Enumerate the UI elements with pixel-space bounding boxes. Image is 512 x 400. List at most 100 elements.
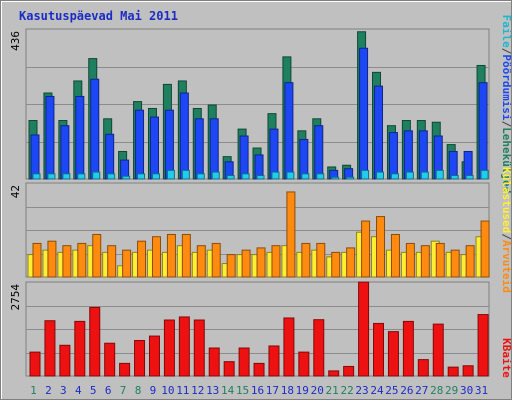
bar-Külastused-30 bbox=[465, 245, 475, 278]
bar-Leheküljed-31 bbox=[480, 169, 489, 180]
bar-Faile-15 bbox=[239, 135, 249, 180]
bar-Faile-6 bbox=[105, 133, 115, 180]
bar-Leheküljed-19 bbox=[301, 173, 310, 180]
bar-Faile-3 bbox=[60, 125, 70, 180]
bar-Faile-12 bbox=[194, 118, 204, 180]
bar-Külastused-1 bbox=[32, 242, 42, 278]
bar-Leheküljed-18 bbox=[286, 171, 295, 180]
bar-KBaite-29 bbox=[447, 366, 459, 377]
x-tick-label-day-23: 23 bbox=[355, 384, 368, 397]
bar-Külastused-4 bbox=[77, 242, 87, 278]
bar-Leheküljed-8 bbox=[137, 173, 146, 180]
x-tick-label-day-31: 31 bbox=[475, 384, 488, 397]
x-tick-label-day-10: 10 bbox=[161, 384, 174, 397]
bar-KBaite-10 bbox=[163, 319, 175, 377]
bar-KBaite-13 bbox=[208, 347, 220, 377]
bar-Leheküljed-5 bbox=[92, 171, 101, 180]
bar-KBaite-17 bbox=[268, 345, 280, 377]
bar-Leheküljed-21 bbox=[331, 176, 340, 180]
bar-Faile-13 bbox=[209, 118, 219, 180]
bar-Faile-8 bbox=[135, 109, 145, 180]
x-tick-label-day-16: 16 bbox=[251, 384, 264, 397]
bar-Külastused-26 bbox=[405, 242, 415, 278]
bar-KBaite-6 bbox=[104, 342, 116, 377]
bar-Külastused-13 bbox=[211, 242, 221, 278]
bar-Külastused-25 bbox=[390, 233, 400, 278]
bar-Leheküljed-26 bbox=[405, 171, 414, 180]
bar-Külastused-22 bbox=[346, 247, 356, 278]
x-tick-label-day-5: 5 bbox=[90, 384, 97, 397]
x-tick-label-day-30: 30 bbox=[460, 384, 473, 397]
bar-Leheküljed-11 bbox=[181, 169, 190, 180]
bar-KBaite-12 bbox=[193, 319, 205, 377]
bar-KBaite-2 bbox=[44, 320, 56, 377]
x-tick-label-day-25: 25 bbox=[385, 384, 398, 397]
bar-KBaite-26 bbox=[402, 320, 414, 377]
x-tick-label-day-8: 8 bbox=[135, 384, 142, 397]
bar-Leheküljed-2 bbox=[47, 173, 56, 180]
x-tick-label-day-1: 1 bbox=[30, 384, 37, 397]
bar-KBaite-5 bbox=[89, 306, 101, 377]
x-tick-label-day-6: 6 bbox=[105, 384, 112, 397]
bar-KBaite-22 bbox=[343, 365, 355, 377]
bar-Külastused-21 bbox=[331, 251, 341, 278]
bar-Faile-5 bbox=[90, 78, 100, 180]
chart-title: Kasutuspäevad Mai 2011 bbox=[19, 9, 178, 23]
bar-Faile-23 bbox=[359, 47, 369, 180]
bar-Faile-9 bbox=[149, 116, 159, 180]
bar-Külastused-17 bbox=[271, 245, 281, 278]
bar-KBaite-31 bbox=[477, 314, 489, 377]
bar-Leheküljed-15 bbox=[241, 173, 250, 180]
x-tick-label-day-9: 9 bbox=[150, 384, 157, 397]
bar-KBaite-11 bbox=[178, 316, 190, 377]
top-series-legend: Faile/Pöördumisi/Leheküljed bbox=[500, 15, 511, 194]
bar-Leheküljed-29 bbox=[450, 175, 459, 180]
bar-KBaite-7 bbox=[119, 362, 131, 377]
bar-Leheküljed-3 bbox=[62, 173, 71, 180]
x-tick-label-day-20: 20 bbox=[311, 384, 324, 397]
bar-Leheküljed-1 bbox=[32, 173, 41, 180]
x-tick-label-day-11: 11 bbox=[176, 384, 189, 397]
bar-Leheküljed-27 bbox=[420, 171, 429, 180]
x-tick-label-day-7: 7 bbox=[120, 384, 127, 397]
bar-Leheküljed-25 bbox=[390, 173, 399, 180]
legend-entry-Faile: Faile bbox=[500, 15, 511, 48]
bar-Külastused-31 bbox=[480, 220, 490, 278]
legend-entry-KBaite: KBaite bbox=[500, 338, 511, 378]
x-tick-label-day-24: 24 bbox=[370, 384, 384, 397]
bar-Faile-2 bbox=[45, 95, 55, 180]
bar-KBaite-15 bbox=[238, 347, 250, 377]
bar-KBaite-4 bbox=[74, 320, 86, 377]
bar-Külastused-16 bbox=[256, 247, 266, 278]
bar-Leheküljed-16 bbox=[256, 175, 265, 180]
bar-Külastused-29 bbox=[450, 249, 460, 278]
bar-KBaite-30 bbox=[462, 365, 474, 377]
x-tick-label-day-4: 4 bbox=[75, 384, 82, 397]
bar-Külastused-5 bbox=[92, 233, 102, 278]
bar-Faile-25 bbox=[388, 132, 398, 180]
bar-Leheküljed-4 bbox=[77, 173, 86, 180]
bar-Leheküljed-23 bbox=[361, 169, 370, 180]
bar-KBaite-27 bbox=[417, 359, 429, 377]
bar-Külastused-7 bbox=[122, 249, 132, 278]
legend-entry-Külastused: Külastused bbox=[500, 167, 511, 233]
bar-Leheküljed-9 bbox=[151, 173, 160, 180]
bar-Leheküljed-24 bbox=[376, 171, 385, 180]
legend-entry-Pöördumisi: Pöördumisi bbox=[500, 54, 511, 121]
bar-Faile-11 bbox=[179, 92, 189, 180]
bar-Leheküljed-7 bbox=[122, 175, 131, 180]
bar-KBaite-24 bbox=[373, 322, 385, 377]
x-tick-label-day-28: 28 bbox=[430, 384, 443, 397]
bar-Külastused-3 bbox=[62, 245, 72, 278]
bar-Leheküljed-13 bbox=[211, 171, 220, 180]
bar-Faile-17 bbox=[269, 128, 279, 180]
bar-Külastused-27 bbox=[420, 245, 430, 278]
bar-KBaite-8 bbox=[134, 340, 146, 377]
bar-KBaite-14 bbox=[223, 361, 235, 377]
x-tick-label-day-14: 14 bbox=[221, 384, 235, 397]
bar-KBaite-18 bbox=[283, 317, 295, 377]
bar-KBaite-9 bbox=[148, 335, 160, 377]
bar-Faile-1 bbox=[30, 134, 40, 180]
